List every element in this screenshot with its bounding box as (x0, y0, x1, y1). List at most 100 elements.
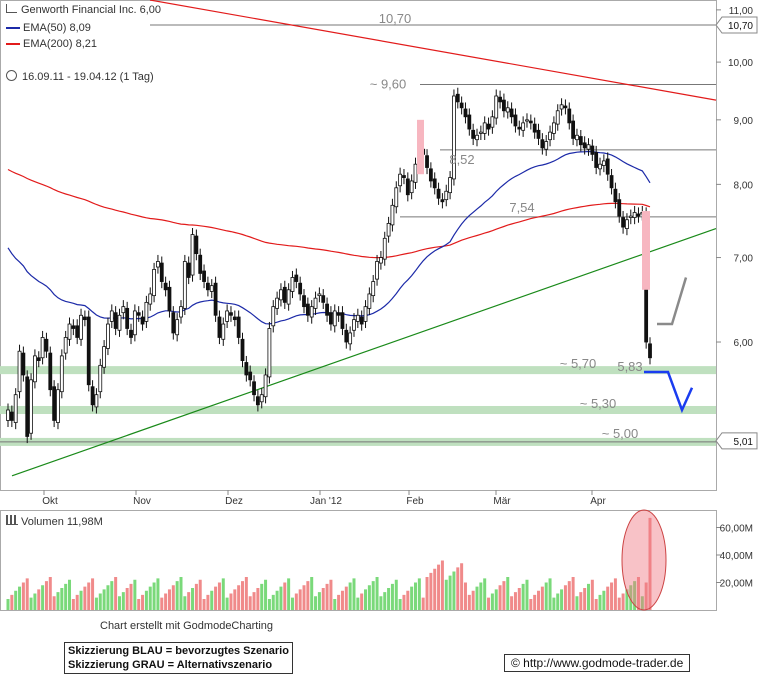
gap-highlight (417, 119, 424, 175)
volume-bar (225, 597, 229, 610)
candle-body (394, 187, 399, 208)
candle-body (17, 350, 22, 393)
candle-body (582, 142, 587, 149)
candle-body (609, 175, 614, 189)
candle-body (202, 270, 206, 282)
candle-body (340, 312, 345, 329)
volume-bar (460, 563, 464, 610)
candle-body (425, 155, 429, 168)
candle-body (244, 362, 249, 376)
volume-tick-label: 60,00M (720, 524, 753, 535)
candle-body (102, 346, 107, 368)
candle-body (156, 261, 160, 268)
volume-bar (510, 596, 514, 610)
y-tick-label: 7,00 (734, 254, 754, 265)
volume-bar (602, 590, 606, 610)
axes: Okt Nov Dez Jan '12 Feb Mär Apr 11,00 10,00 9,00 8… (42, 6, 758, 590)
volume-bar (294, 593, 298, 610)
candle-body (628, 215, 633, 218)
volume-bar (633, 581, 637, 610)
candle-body (86, 316, 91, 386)
candle-body (352, 319, 356, 331)
price-marker-bottom-box (715, 432, 758, 450)
candle-body (463, 108, 468, 118)
candle-body (605, 158, 610, 175)
candle-body (567, 108, 572, 124)
candle-body (378, 257, 383, 264)
volume-bar (348, 582, 352, 610)
candle-body (444, 190, 449, 201)
volume-bar (48, 577, 52, 610)
volume-bar (410, 586, 414, 610)
volume-bar (425, 577, 429, 610)
candle-body (302, 295, 306, 308)
candle-body (625, 219, 629, 229)
volume-bar (471, 590, 475, 610)
candle-body (186, 262, 191, 278)
ema200-swatch (6, 43, 20, 46)
candle-body (67, 323, 72, 340)
candle-body (382, 237, 387, 260)
candle-body (598, 163, 602, 170)
x-tick-label: Okt (42, 496, 58, 507)
volume-bar (271, 594, 275, 610)
volume-bar (283, 582, 287, 610)
candle-body (90, 386, 95, 406)
ema200-label: EMA(200) 8,21 (23, 38, 97, 50)
volume-bar (575, 596, 579, 610)
volume-bar (513, 592, 517, 610)
candle-body (240, 338, 245, 361)
volume-bar (64, 583, 68, 610)
volume-bar (333, 599, 337, 610)
candle-body (367, 293, 372, 309)
candle-body (513, 114, 518, 127)
x-tick-label: Nov (133, 496, 151, 507)
volume-bar (594, 599, 598, 610)
volume-bar (98, 593, 102, 610)
trend-lines (0, 0, 717, 477)
candle-body (321, 295, 326, 303)
volume-bar (191, 588, 195, 610)
volume-bar (18, 586, 22, 610)
volume-bar (71, 599, 75, 610)
candle-body (390, 204, 395, 226)
volume-bar (94, 597, 98, 610)
volume-bar (233, 589, 237, 610)
volume-bar (167, 589, 171, 610)
candle-body (402, 175, 406, 178)
volume-bar (298, 589, 302, 610)
candle-body (594, 152, 599, 168)
volume-bar (244, 577, 248, 610)
volume-bar (287, 578, 291, 610)
volume-bar (560, 589, 564, 610)
candle-body (259, 394, 264, 403)
candle-body (509, 108, 514, 118)
volume-pane-frame (0, 510, 717, 611)
candle-body (648, 343, 652, 359)
candle-body (478, 131, 483, 134)
chart-title-text: Genworth Financial Inc. 6,00 (21, 4, 162, 16)
candle-body (121, 306, 126, 314)
volume-bar (364, 589, 368, 610)
ema50-legend: EMA(50) 8,09 (6, 22, 91, 34)
candle-body (521, 122, 526, 131)
candle-body (571, 120, 576, 139)
candle-body (532, 123, 537, 133)
volume-bar (110, 581, 114, 610)
candle-body (9, 411, 14, 421)
volume-bar (567, 581, 571, 610)
candle-body (348, 332, 353, 345)
candle-body (517, 126, 522, 130)
volume-bar (152, 582, 156, 610)
candle-body (486, 123, 491, 130)
resistance-trendline (149, 0, 717, 101)
volume-bar (229, 593, 233, 610)
volume-bar (579, 592, 583, 610)
candle-body (82, 316, 87, 321)
volume-bar (41, 585, 45, 610)
candle-body (48, 352, 53, 391)
candle-body (13, 394, 18, 423)
candle-body (232, 316, 237, 321)
volume-bar (56, 592, 60, 610)
source-url[interactable]: © http://www.godmode-trader.de (504, 654, 691, 672)
